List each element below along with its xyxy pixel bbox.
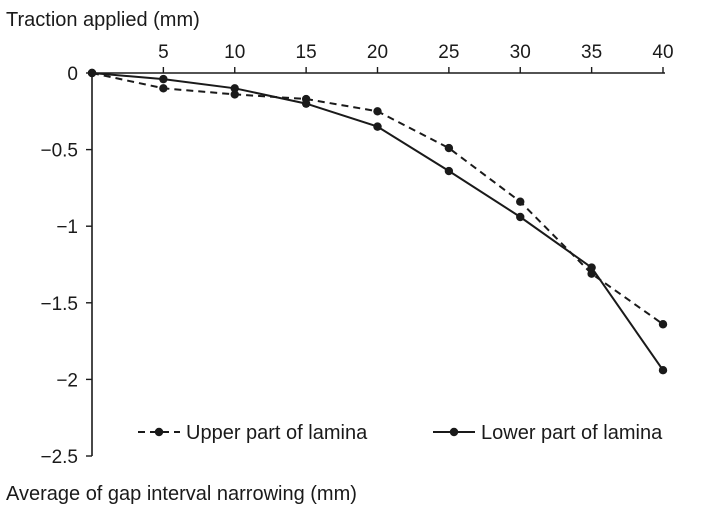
data-point-lower bbox=[516, 212, 525, 222]
data-point-upper bbox=[373, 107, 382, 116]
legend: Upper part of lamina Lower part of lamina bbox=[138, 422, 663, 444]
data-point-lower bbox=[301, 99, 311, 108]
axes: 5 10 15 20 25 30 35 40 0 −0.5 −1 −1.5 −2 −2.5 bbox=[40, 42, 673, 468]
y-tick-label: −2 bbox=[56, 370, 78, 391]
data-point-upper bbox=[444, 143, 454, 153]
y-tick-label: −0.5 bbox=[40, 141, 78, 162]
x-tick-label: 30 bbox=[510, 42, 531, 63]
y-tick-label: −1 bbox=[56, 217, 78, 238]
x-tick-label: 40 bbox=[652, 42, 673, 63]
y-axis-title: Average of gap interval narrowing (mm) bbox=[6, 483, 357, 505]
y-tick-label: −1.5 bbox=[40, 294, 78, 315]
data-point-lower bbox=[587, 263, 596, 272]
data-point-upper bbox=[658, 320, 668, 329]
x-tick-label: 35 bbox=[581, 42, 602, 63]
x-tick-label: 20 bbox=[367, 42, 388, 63]
x-tick-label: 5 bbox=[158, 42, 169, 63]
legend-label-upper: Upper part of lamina bbox=[186, 422, 368, 444]
series-line-lower bbox=[91, 72, 664, 371]
legend-marker-upper bbox=[154, 427, 164, 437]
x-tick-label: 15 bbox=[296, 42, 317, 63]
data-point-upper bbox=[516, 197, 525, 206]
legend-label-lower: Lower part of lamina bbox=[481, 422, 663, 444]
data-point-lower bbox=[159, 74, 168, 84]
data-point-lower bbox=[444, 166, 454, 176]
data-point-lower bbox=[373, 122, 382, 131]
plot-area bbox=[87, 68, 668, 375]
x-tick-label: 10 bbox=[224, 42, 245, 63]
y-tick-label: −2.5 bbox=[40, 447, 78, 468]
x-axis-title: Traction applied (mm) bbox=[6, 9, 200, 31]
data-point-upper bbox=[159, 84, 168, 93]
data-point-lower bbox=[230, 84, 239, 93]
data-point-lower bbox=[87, 68, 97, 78]
y-tick-label: 0 bbox=[67, 64, 78, 85]
data-point-lower bbox=[658, 366, 668, 375]
x-tick-label: 25 bbox=[438, 42, 459, 63]
legend-marker-lower bbox=[449, 427, 459, 437]
data-point-upper bbox=[230, 90, 239, 99]
